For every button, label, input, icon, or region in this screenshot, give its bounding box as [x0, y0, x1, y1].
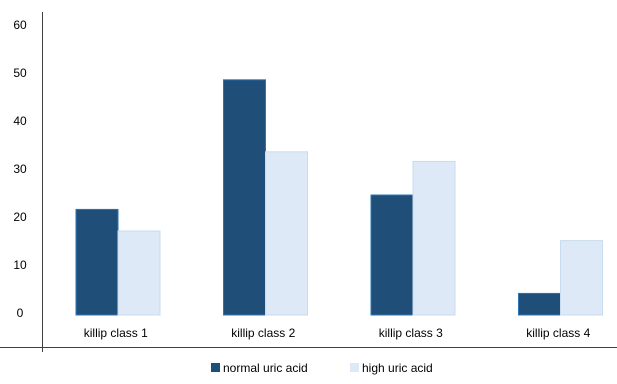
- bar-high-uric-acid-1: [117, 230, 161, 316]
- x-tick-label: killip class 1: [84, 326, 148, 340]
- x-tick-label: killip class 2: [231, 326, 295, 340]
- bar-normal-uric-acid-4: [518, 292, 561, 316]
- legend-swatch-high-uric-acid: [350, 363, 359, 372]
- y-tick-label: 60: [13, 18, 27, 32]
- legend-label: high uric acid: [362, 361, 433, 375]
- y-tick-label: 50: [13, 66, 27, 80]
- plot-area: 0 10 20 30 40 50 60 killip class 1 killip class …: [0, 12, 617, 352]
- bar-normal-uric-acid-3: [370, 194, 414, 316]
- legend: normal uric acid high uric acid: [211, 361, 433, 375]
- y-tick-label: 20: [13, 210, 27, 224]
- legend-label: normal uric acid: [223, 361, 308, 375]
- y-tick-label: 30: [13, 162, 27, 176]
- bar-normal-uric-acid-2: [223, 79, 266, 316]
- x-tick-label: killip class 4: [526, 326, 590, 340]
- bar-high-uric-acid-3: [412, 160, 456, 316]
- y-tick-label: 0: [17, 306, 24, 320]
- y-tick-label: 40: [13, 114, 27, 128]
- bar-high-uric-acid-2: [265, 151, 308, 316]
- x-tick-label: killip class 3: [379, 326, 443, 340]
- legend-swatch-normal-uric-acid: [211, 363, 220, 372]
- y-tick-label: 10: [13, 258, 27, 272]
- bar-high-uric-acid-4: [560, 240, 603, 316]
- bar-normal-uric-acid-1: [75, 208, 119, 316]
